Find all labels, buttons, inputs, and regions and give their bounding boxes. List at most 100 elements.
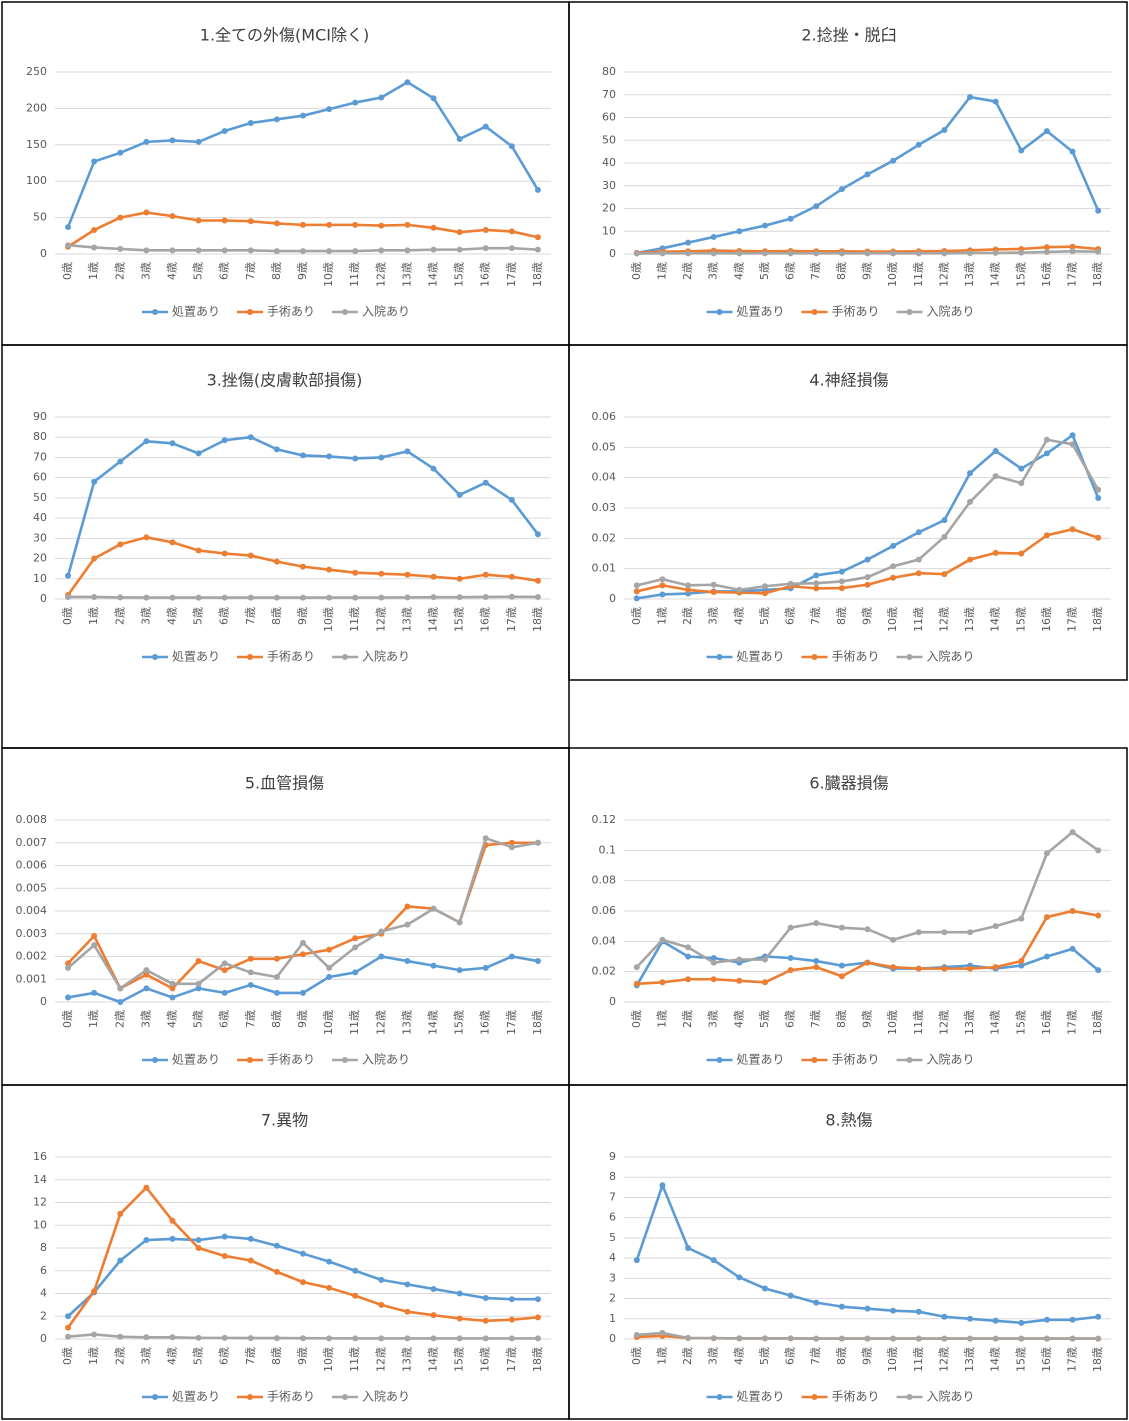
x-tick-label: 8歳 bbox=[835, 607, 848, 625]
x-tick-label: 12歳 bbox=[937, 1347, 950, 1372]
x-tick-label: 13歳 bbox=[963, 1347, 976, 1372]
data-point bbox=[404, 594, 411, 601]
data-point bbox=[864, 1335, 871, 1342]
data-point bbox=[143, 1184, 150, 1191]
data-point bbox=[508, 1316, 515, 1323]
y-tick-label: 50 bbox=[33, 491, 47, 504]
x-tick-label: 0歳 bbox=[61, 1347, 74, 1365]
data-point bbox=[633, 980, 640, 987]
data-point bbox=[430, 1285, 437, 1292]
data-point bbox=[1095, 847, 1102, 854]
x-tick-label: 10歳 bbox=[322, 1010, 335, 1035]
data-point bbox=[941, 533, 948, 540]
data-point bbox=[273, 989, 280, 996]
data-point bbox=[143, 138, 150, 145]
y-tick-label: 0.01 bbox=[592, 562, 617, 575]
data-point bbox=[247, 1235, 254, 1242]
data-point bbox=[91, 478, 98, 485]
x-tick-label: 0歳 bbox=[630, 1347, 643, 1365]
data-point bbox=[1069, 441, 1076, 448]
data-point bbox=[633, 582, 640, 589]
data-point bbox=[710, 589, 717, 596]
x-tick-label: 4歳 bbox=[165, 1010, 178, 1028]
data-point bbox=[685, 1334, 692, 1341]
data-point bbox=[534, 839, 541, 846]
x-tick-label: 1歳 bbox=[655, 1347, 668, 1365]
x-tick-label: 1歳 bbox=[87, 1347, 100, 1365]
data-point bbox=[1018, 147, 1025, 154]
data-point bbox=[117, 458, 124, 465]
x-tick-label: 12歳 bbox=[374, 1347, 387, 1372]
data-point bbox=[534, 246, 541, 253]
data-point bbox=[300, 939, 306, 946]
x-tick-label: 0歳 bbox=[61, 607, 74, 625]
data-point bbox=[91, 933, 98, 940]
x-tick-label: 6歳 bbox=[784, 607, 797, 625]
data-point bbox=[273, 594, 280, 601]
data-point bbox=[941, 127, 948, 134]
x-tick-label: 6歳 bbox=[218, 607, 231, 625]
data-point bbox=[169, 594, 176, 601]
data-point bbox=[221, 247, 228, 254]
data-point bbox=[273, 116, 280, 123]
data-point bbox=[404, 571, 411, 578]
data-point bbox=[508, 1296, 515, 1303]
legend-label: 処置あり bbox=[737, 650, 785, 664]
y-tick-label: 30 bbox=[33, 531, 47, 544]
data-point bbox=[736, 977, 743, 984]
data-point bbox=[91, 158, 98, 165]
chart-title: 4.神経損傷 bbox=[809, 371, 888, 390]
chart-title: 2.捻挫・脱臼 bbox=[801, 26, 896, 45]
data-point bbox=[736, 1274, 743, 1281]
data-point bbox=[117, 149, 124, 156]
data-point bbox=[169, 980, 176, 987]
data-point bbox=[430, 1312, 437, 1319]
data-point bbox=[117, 1333, 124, 1340]
data-point bbox=[482, 571, 489, 578]
data-point bbox=[169, 213, 176, 220]
x-tick-label: 5歳 bbox=[758, 1347, 771, 1365]
data-point bbox=[1043, 1316, 1050, 1323]
x-tick-label: 11歳 bbox=[912, 262, 925, 287]
data-point bbox=[143, 1334, 150, 1341]
x-tick-label: 3歳 bbox=[139, 1010, 152, 1028]
x-tick-label: 12歳 bbox=[374, 262, 387, 287]
data-point bbox=[91, 244, 98, 251]
data-point bbox=[482, 1335, 489, 1342]
legend-label: 手術あり bbox=[832, 1053, 880, 1067]
y-tick-label: 0.002 bbox=[16, 950, 48, 963]
legend-label: 手術あり bbox=[832, 305, 880, 319]
legend-label: 処置あり bbox=[172, 1390, 220, 1404]
x-tick-label: 18歳 bbox=[1091, 607, 1104, 632]
data-point bbox=[508, 839, 515, 846]
data-point bbox=[482, 1295, 489, 1302]
data-point bbox=[352, 99, 359, 106]
data-point bbox=[838, 973, 845, 980]
legend-marker bbox=[342, 309, 348, 315]
data-point bbox=[787, 1292, 794, 1299]
x-tick-label: 7歳 bbox=[244, 1347, 257, 1365]
data-point bbox=[813, 580, 820, 587]
data-point bbox=[813, 203, 820, 210]
data-point bbox=[534, 1296, 541, 1303]
data-point bbox=[1043, 914, 1050, 921]
data-point bbox=[787, 215, 794, 222]
data-point bbox=[378, 1335, 385, 1342]
data-point bbox=[404, 1281, 411, 1288]
data-point bbox=[143, 534, 150, 541]
data-point bbox=[890, 542, 897, 549]
data-point bbox=[143, 1237, 150, 1244]
data-point bbox=[1018, 550, 1025, 557]
data-point bbox=[1069, 908, 1076, 914]
chart-title: 1.全ての外傷(MCI除く) bbox=[200, 26, 369, 45]
x-tick-label: 9歳 bbox=[296, 262, 309, 280]
data-point bbox=[736, 250, 743, 257]
data-point bbox=[404, 221, 411, 228]
data-point bbox=[300, 1250, 306, 1257]
y-tick-label: 50 bbox=[33, 211, 47, 224]
x-tick-label: 7歳 bbox=[809, 1347, 822, 1365]
data-point bbox=[710, 955, 717, 962]
data-point bbox=[915, 141, 922, 148]
x-tick-label: 18歳 bbox=[1091, 1347, 1104, 1372]
data-point bbox=[378, 953, 385, 960]
